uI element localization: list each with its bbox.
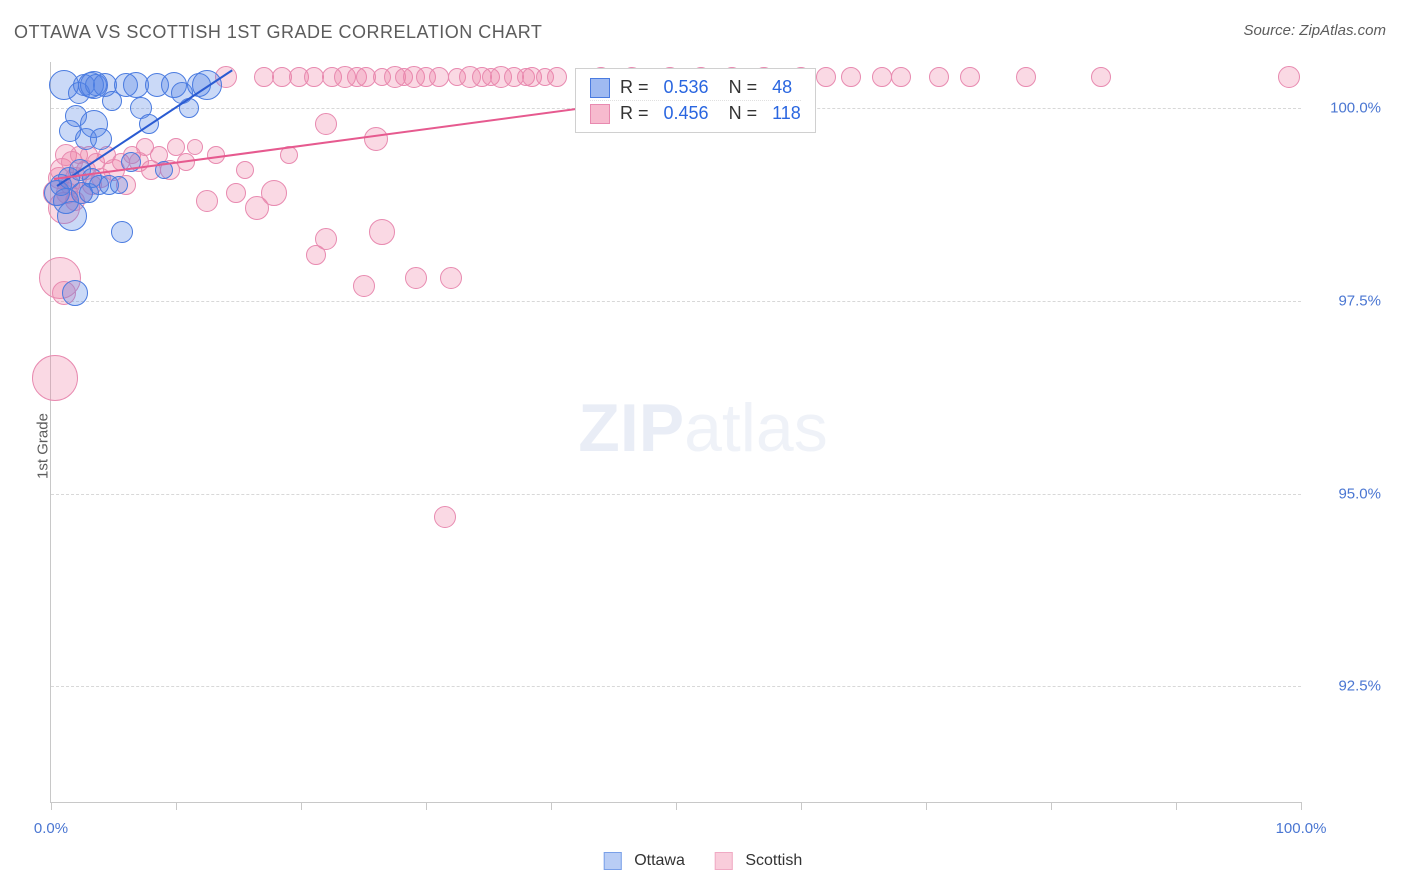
x-tick (176, 802, 177, 810)
scottish-bubble (226, 183, 246, 203)
x-tick-label: 0.0% (34, 820, 68, 837)
scottish-bubble (841, 67, 861, 87)
ottawa-bubble (90, 128, 112, 150)
legend-n-label: N = (719, 77, 763, 98)
scottish-bubble (187, 139, 203, 155)
swatch-ottawa (590, 78, 610, 98)
scottish-bubble (254, 67, 274, 87)
scottish-bubble (315, 228, 337, 250)
ottawa-bubble (110, 176, 128, 194)
ottawa-bubble (57, 201, 87, 231)
scottish-bubble (1016, 67, 1036, 87)
scottish-bubble (1278, 66, 1300, 88)
plot-area: 92.5%95.0%97.5%100.0%0.0%100.0% (50, 62, 1301, 803)
scottish-bubble (369, 219, 395, 245)
x-tick (676, 802, 677, 810)
scottish-bubble (261, 180, 287, 206)
legend-ottawa-label: Ottawa (634, 852, 685, 869)
scottish-bubble (440, 267, 462, 289)
y-axis-label: 1st Grade (34, 413, 51, 479)
scottish-bubble (32, 355, 78, 401)
scottish-bubble (315, 113, 337, 135)
ottawa-bubble (62, 280, 88, 306)
legend-r-label: R = (620, 77, 654, 98)
source-label: Source: ZipAtlas.com (1243, 22, 1386, 39)
legend-item-ottawa: Ottawa (604, 852, 685, 870)
chart-container: OTTAWA VS SCOTTISH 1ST GRADE CORRELATION… (0, 0, 1406, 892)
x-tick (301, 802, 302, 810)
scottish-bubble (405, 267, 427, 289)
gridline (51, 301, 1301, 302)
legend-ottawa-n: 48 (772, 77, 792, 98)
legend-row-scottish: R = 0.456 N = 118 (590, 101, 801, 126)
scottish-bubble (872, 67, 892, 87)
scottish-bubble (960, 67, 980, 87)
x-tick (1051, 802, 1052, 810)
x-tick (926, 802, 927, 810)
y-tick-label: 92.5% (1311, 678, 1381, 695)
scottish-bubble (429, 67, 449, 87)
scottish-bubble (434, 506, 456, 528)
scottish-bubble (353, 275, 375, 297)
scottish-bubble (929, 67, 949, 87)
scottish-bubble (547, 67, 567, 87)
scottish-bubble (364, 127, 388, 151)
swatch-scottish-icon (715, 852, 733, 870)
x-tick-label: 100.0% (1276, 820, 1327, 837)
scottish-bubble (304, 67, 324, 87)
ottawa-bubble (80, 71, 108, 99)
correlation-legend: R = 0.536 N = 48 R = 0.456 N = 118 (575, 68, 816, 133)
gridline (51, 494, 1301, 495)
legend-n-label: N = (719, 103, 763, 124)
x-tick (1301, 802, 1302, 810)
legend-item-scottish: Scottish (715, 852, 802, 870)
scottish-bubble (816, 67, 836, 87)
x-tick (1176, 802, 1177, 810)
y-tick-label: 97.5% (1311, 292, 1381, 309)
ottawa-bubble (111, 221, 133, 243)
swatch-scottish (590, 104, 610, 124)
legend-r-label: R = (620, 103, 654, 124)
y-tick-label: 95.0% (1311, 485, 1381, 502)
swatch-ottawa-icon (604, 852, 622, 870)
legend-ottawa-r: 0.536 (664, 77, 709, 98)
legend-scottish-label: Scottish (745, 852, 802, 869)
x-tick (551, 802, 552, 810)
x-tick (51, 802, 52, 810)
chart-title: OTTAWA VS SCOTTISH 1ST GRADE CORRELATION… (14, 22, 542, 43)
legend-scottish-n: 118 (772, 103, 801, 124)
scottish-bubble (891, 67, 911, 87)
y-tick-label: 100.0% (1311, 100, 1381, 117)
series-legend: Ottawa Scottish (604, 852, 803, 870)
gridline (51, 686, 1301, 687)
legend-scottish-r: 0.456 (664, 103, 709, 124)
x-tick (801, 802, 802, 810)
scottish-bubble (196, 190, 218, 212)
x-tick (426, 802, 427, 810)
legend-row-ottawa: R = 0.536 N = 48 (590, 75, 801, 101)
scottish-bubble (1091, 67, 1111, 87)
scottish-bubble (236, 161, 254, 179)
